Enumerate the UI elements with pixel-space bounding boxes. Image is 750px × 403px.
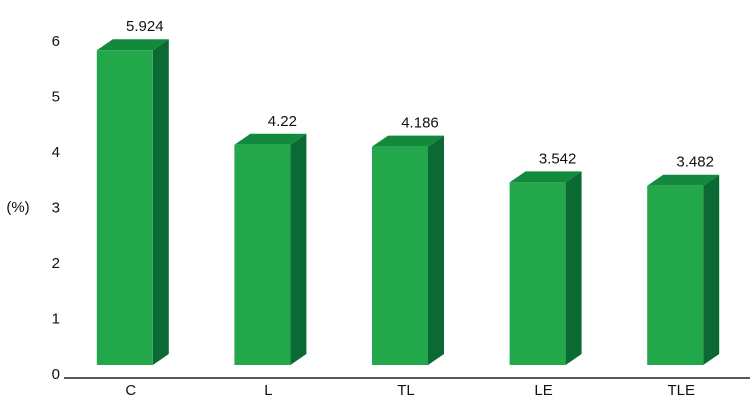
x-tick-label: TL	[397, 382, 415, 399]
bar	[509, 171, 582, 365]
value-label: 3.542	[539, 150, 577, 167]
bar-top	[372, 135, 444, 147]
y-tick-label: 5	[52, 88, 60, 105]
bar	[372, 135, 444, 365]
y-tick-label: 1	[52, 310, 60, 327]
y-axis-label: (%)	[6, 199, 29, 216]
x-tick-label: LE	[534, 382, 552, 399]
x-tick-label: TLE	[667, 382, 695, 399]
bar	[647, 174, 720, 365]
bar-side	[290, 133, 307, 365]
y-tick-label: 2	[52, 255, 60, 272]
bar-front	[647, 185, 704, 365]
bar-top	[647, 174, 720, 186]
bar-front	[509, 182, 566, 365]
bar-top	[234, 133, 307, 145]
value-label: 4.186	[401, 115, 439, 132]
bar	[96, 39, 169, 366]
bar-front	[234, 144, 291, 365]
bar-side	[703, 174, 720, 365]
value-label: 3.482	[676, 154, 714, 171]
x-tick-label: C	[125, 382, 136, 399]
bar-side	[565, 171, 582, 365]
x-tick-label: L	[264, 382, 272, 399]
bar-side	[152, 39, 169, 366]
value-label: 5.924	[126, 18, 164, 35]
bar-front	[372, 146, 428, 365]
bar-top	[509, 171, 582, 183]
y-tick-label: 0	[52, 366, 60, 383]
bar-side	[428, 135, 444, 365]
y-tick-label: 6	[52, 33, 60, 50]
y-tick-label: 3	[52, 199, 60, 216]
value-label: 4.22	[268, 113, 297, 130]
bar-front	[96, 50, 153, 366]
bar-top	[96, 39, 169, 51]
y-tick-label: 4	[52, 144, 60, 161]
bar	[234, 133, 307, 365]
